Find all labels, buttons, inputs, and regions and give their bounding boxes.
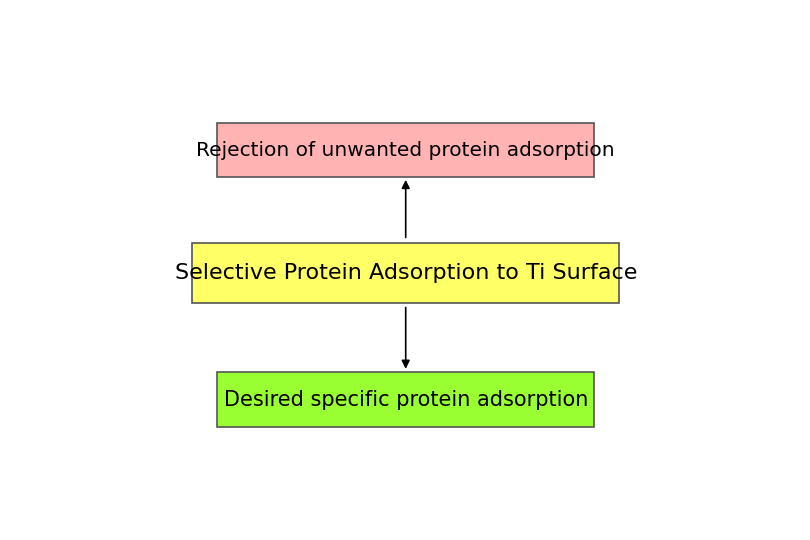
FancyBboxPatch shape	[217, 373, 594, 427]
FancyBboxPatch shape	[192, 242, 619, 303]
Text: Selective Protein Adsorption to Ti Surface: Selective Protein Adsorption to Ti Surfa…	[174, 262, 637, 283]
Text: Rejection of unwanted protein adsorption: Rejection of unwanted protein adsorption	[196, 140, 615, 159]
Text: Desired specific protein adsorption: Desired specific protein adsorption	[224, 389, 588, 409]
FancyBboxPatch shape	[217, 123, 594, 177]
